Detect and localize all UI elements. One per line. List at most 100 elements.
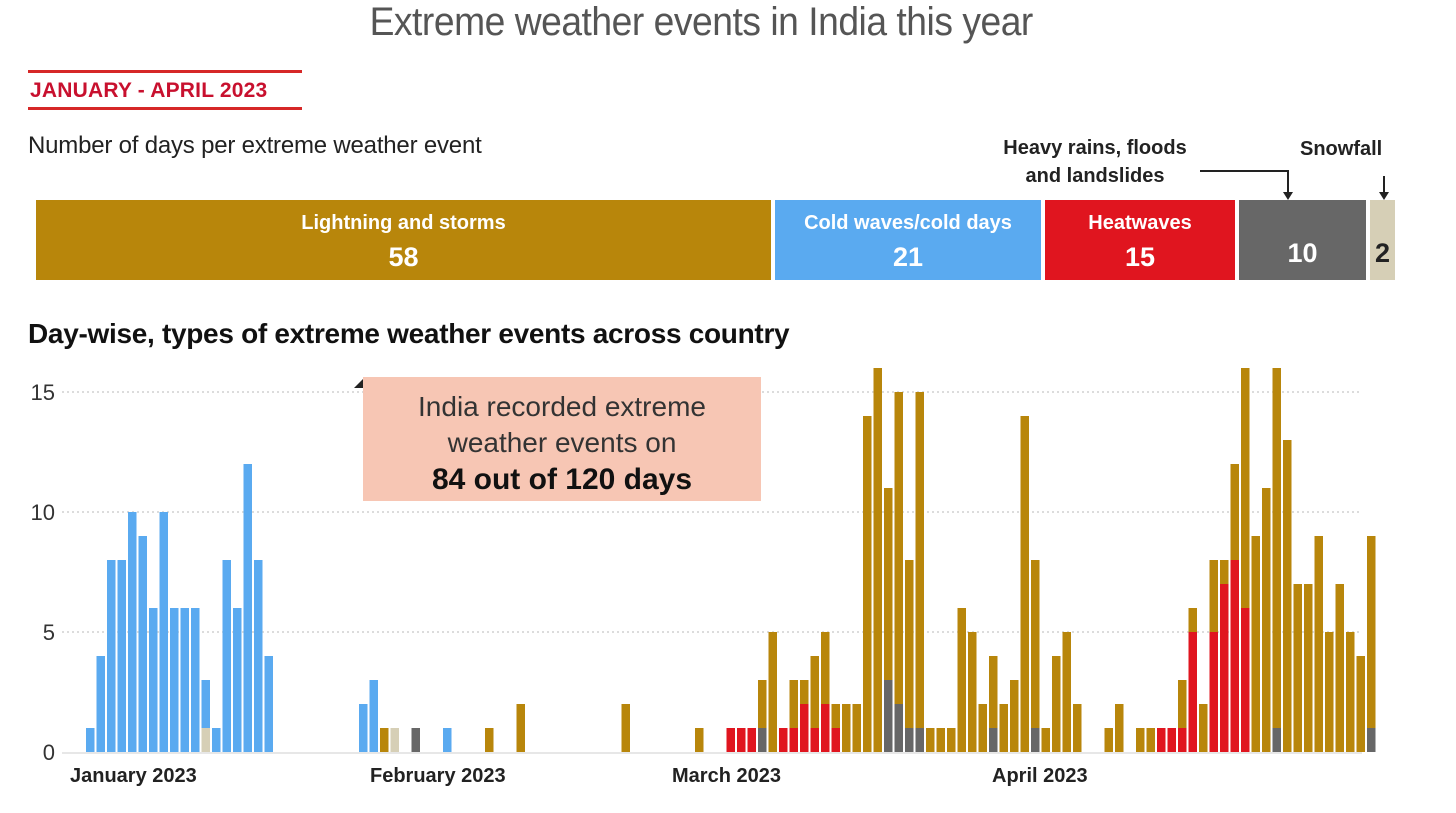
bar-lightning: [989, 656, 998, 728]
bar-cold: [243, 464, 252, 752]
bar-lightning: [1304, 584, 1313, 752]
bar-lightning: [894, 392, 903, 704]
callout-line1: India recorded extreme: [418, 391, 706, 422]
callout-pointer-icon: [354, 378, 364, 388]
bar-lightning: [999, 704, 1008, 752]
bar-lightning: [842, 704, 851, 752]
y-tick-label: 15: [31, 380, 55, 405]
rain-annotation-line2: and landslides: [1025, 165, 1165, 187]
bar-lightning: [957, 608, 966, 752]
x-month-label: January 2023: [70, 765, 197, 787]
period-label: JANUARY - APRIL 2023: [30, 79, 268, 102]
rain-annotation-line1: Heavy rains, floods: [1003, 137, 1187, 159]
bar-lightning: [1062, 632, 1071, 752]
period-label-box: JANUARY - APRIL 2023: [28, 70, 302, 110]
summary-heading: Number of days per extreme weather event: [28, 132, 482, 159]
bar-rain: [1367, 728, 1376, 752]
bar-heat: [726, 728, 735, 752]
summary-segment-label: Cold waves/cold days: [804, 212, 1012, 234]
bar-lightning: [1346, 632, 1355, 752]
bar-heat: [747, 728, 756, 752]
bar-cold: [180, 608, 189, 752]
bar-lightning: [1251, 536, 1260, 752]
bar-lightning: [1230, 464, 1239, 560]
bar-cold: [149, 608, 158, 752]
bar-lightning: [884, 488, 893, 680]
bar-lightning: [968, 632, 977, 752]
bar-cold: [159, 512, 168, 752]
bar-lightning: [1104, 728, 1113, 752]
bar-lightning: [621, 704, 630, 752]
bar-lightning: [926, 728, 935, 752]
summary-segment-lightning: Lightning and storms 58: [36, 200, 771, 280]
summary-segment-label: Heatwaves: [1088, 212, 1192, 234]
bar-lightning: [1031, 560, 1040, 728]
bar-heat: [789, 728, 798, 752]
bar-rain: [758, 728, 767, 752]
bar-lightning: [1325, 632, 1334, 752]
rain-annotation: Heavy rains, floods and landslides: [975, 134, 1215, 190]
bar-lightning: [768, 632, 777, 752]
bar-lightning: [936, 728, 945, 752]
bar-lightning: [758, 680, 767, 728]
bar-rain: [1031, 728, 1040, 752]
bar-cold: [443, 728, 452, 752]
bar-lightning: [873, 368, 882, 752]
rain-arrow-icon: [1283, 192, 1293, 200]
bar-rain: [915, 728, 924, 752]
snow-arrow-icon: [1379, 192, 1389, 200]
bar-lightning: [1041, 728, 1050, 752]
summary-segment-snow: 2: [1370, 200, 1395, 280]
summary-segment-value: 58: [388, 242, 419, 272]
bar-cold: [222, 560, 231, 752]
bar-lightning: [1293, 584, 1302, 752]
bar-lightning: [1356, 656, 1365, 752]
summary-segment-value: 10: [1287, 238, 1318, 268]
bar-lightning: [800, 680, 809, 704]
y-tick-label: 0: [43, 740, 55, 765]
bar-lightning: [915, 392, 924, 728]
snow-leader-v: [1383, 176, 1385, 192]
bar-lightning: [821, 632, 830, 704]
bar-cold: [128, 512, 137, 752]
bar-heat: [1230, 560, 1239, 752]
bar-heat: [1178, 728, 1187, 752]
bar-cold: [96, 656, 105, 752]
bar-lightning: [852, 704, 861, 752]
callout-line2: weather events on: [447, 427, 677, 458]
callout-line3: 84 out of 120 days: [431, 463, 693, 496]
rain-leader-h: [1200, 170, 1288, 172]
bar-heat: [1209, 632, 1218, 752]
bar-heat: [1241, 608, 1250, 752]
bar-rain: [411, 728, 420, 752]
bar-lightning: [1241, 368, 1250, 608]
bar-lightning: [380, 728, 389, 752]
chart-title: Extreme weather events in India this yea…: [369, 0, 1034, 44]
x-month-label: April 2023: [992, 765, 1088, 787]
bar-rain: [905, 728, 914, 752]
bar-rain: [1272, 728, 1281, 752]
bar-lightning: [1136, 728, 1145, 752]
bar-lightning: [1073, 704, 1082, 752]
bar-heat: [810, 728, 819, 752]
bar-cold: [359, 704, 368, 752]
callout-box: India recorded extreme weather events on…: [363, 377, 761, 501]
summary-segment-value: 2: [1374, 238, 1391, 268]
rain-leader-v: [1287, 170, 1289, 192]
bar-cold: [201, 680, 210, 728]
bar-lightning: [1020, 416, 1029, 752]
bar-cold: [233, 608, 242, 752]
bar-rain: [894, 704, 903, 752]
bar-rain: [989, 728, 998, 752]
bar-cold: [212, 728, 221, 752]
bar-lightning: [810, 656, 819, 728]
bar-rain: [884, 680, 893, 752]
bar-lightning: [1188, 608, 1197, 632]
bar-heat: [779, 728, 788, 752]
bar-heat: [831, 728, 840, 752]
y-tick-label: 10: [31, 500, 55, 525]
x-month-label: February 2023: [370, 765, 506, 787]
bar-lightning: [1220, 560, 1229, 584]
bar-lightning: [1272, 368, 1281, 728]
bar-cold: [138, 536, 147, 752]
